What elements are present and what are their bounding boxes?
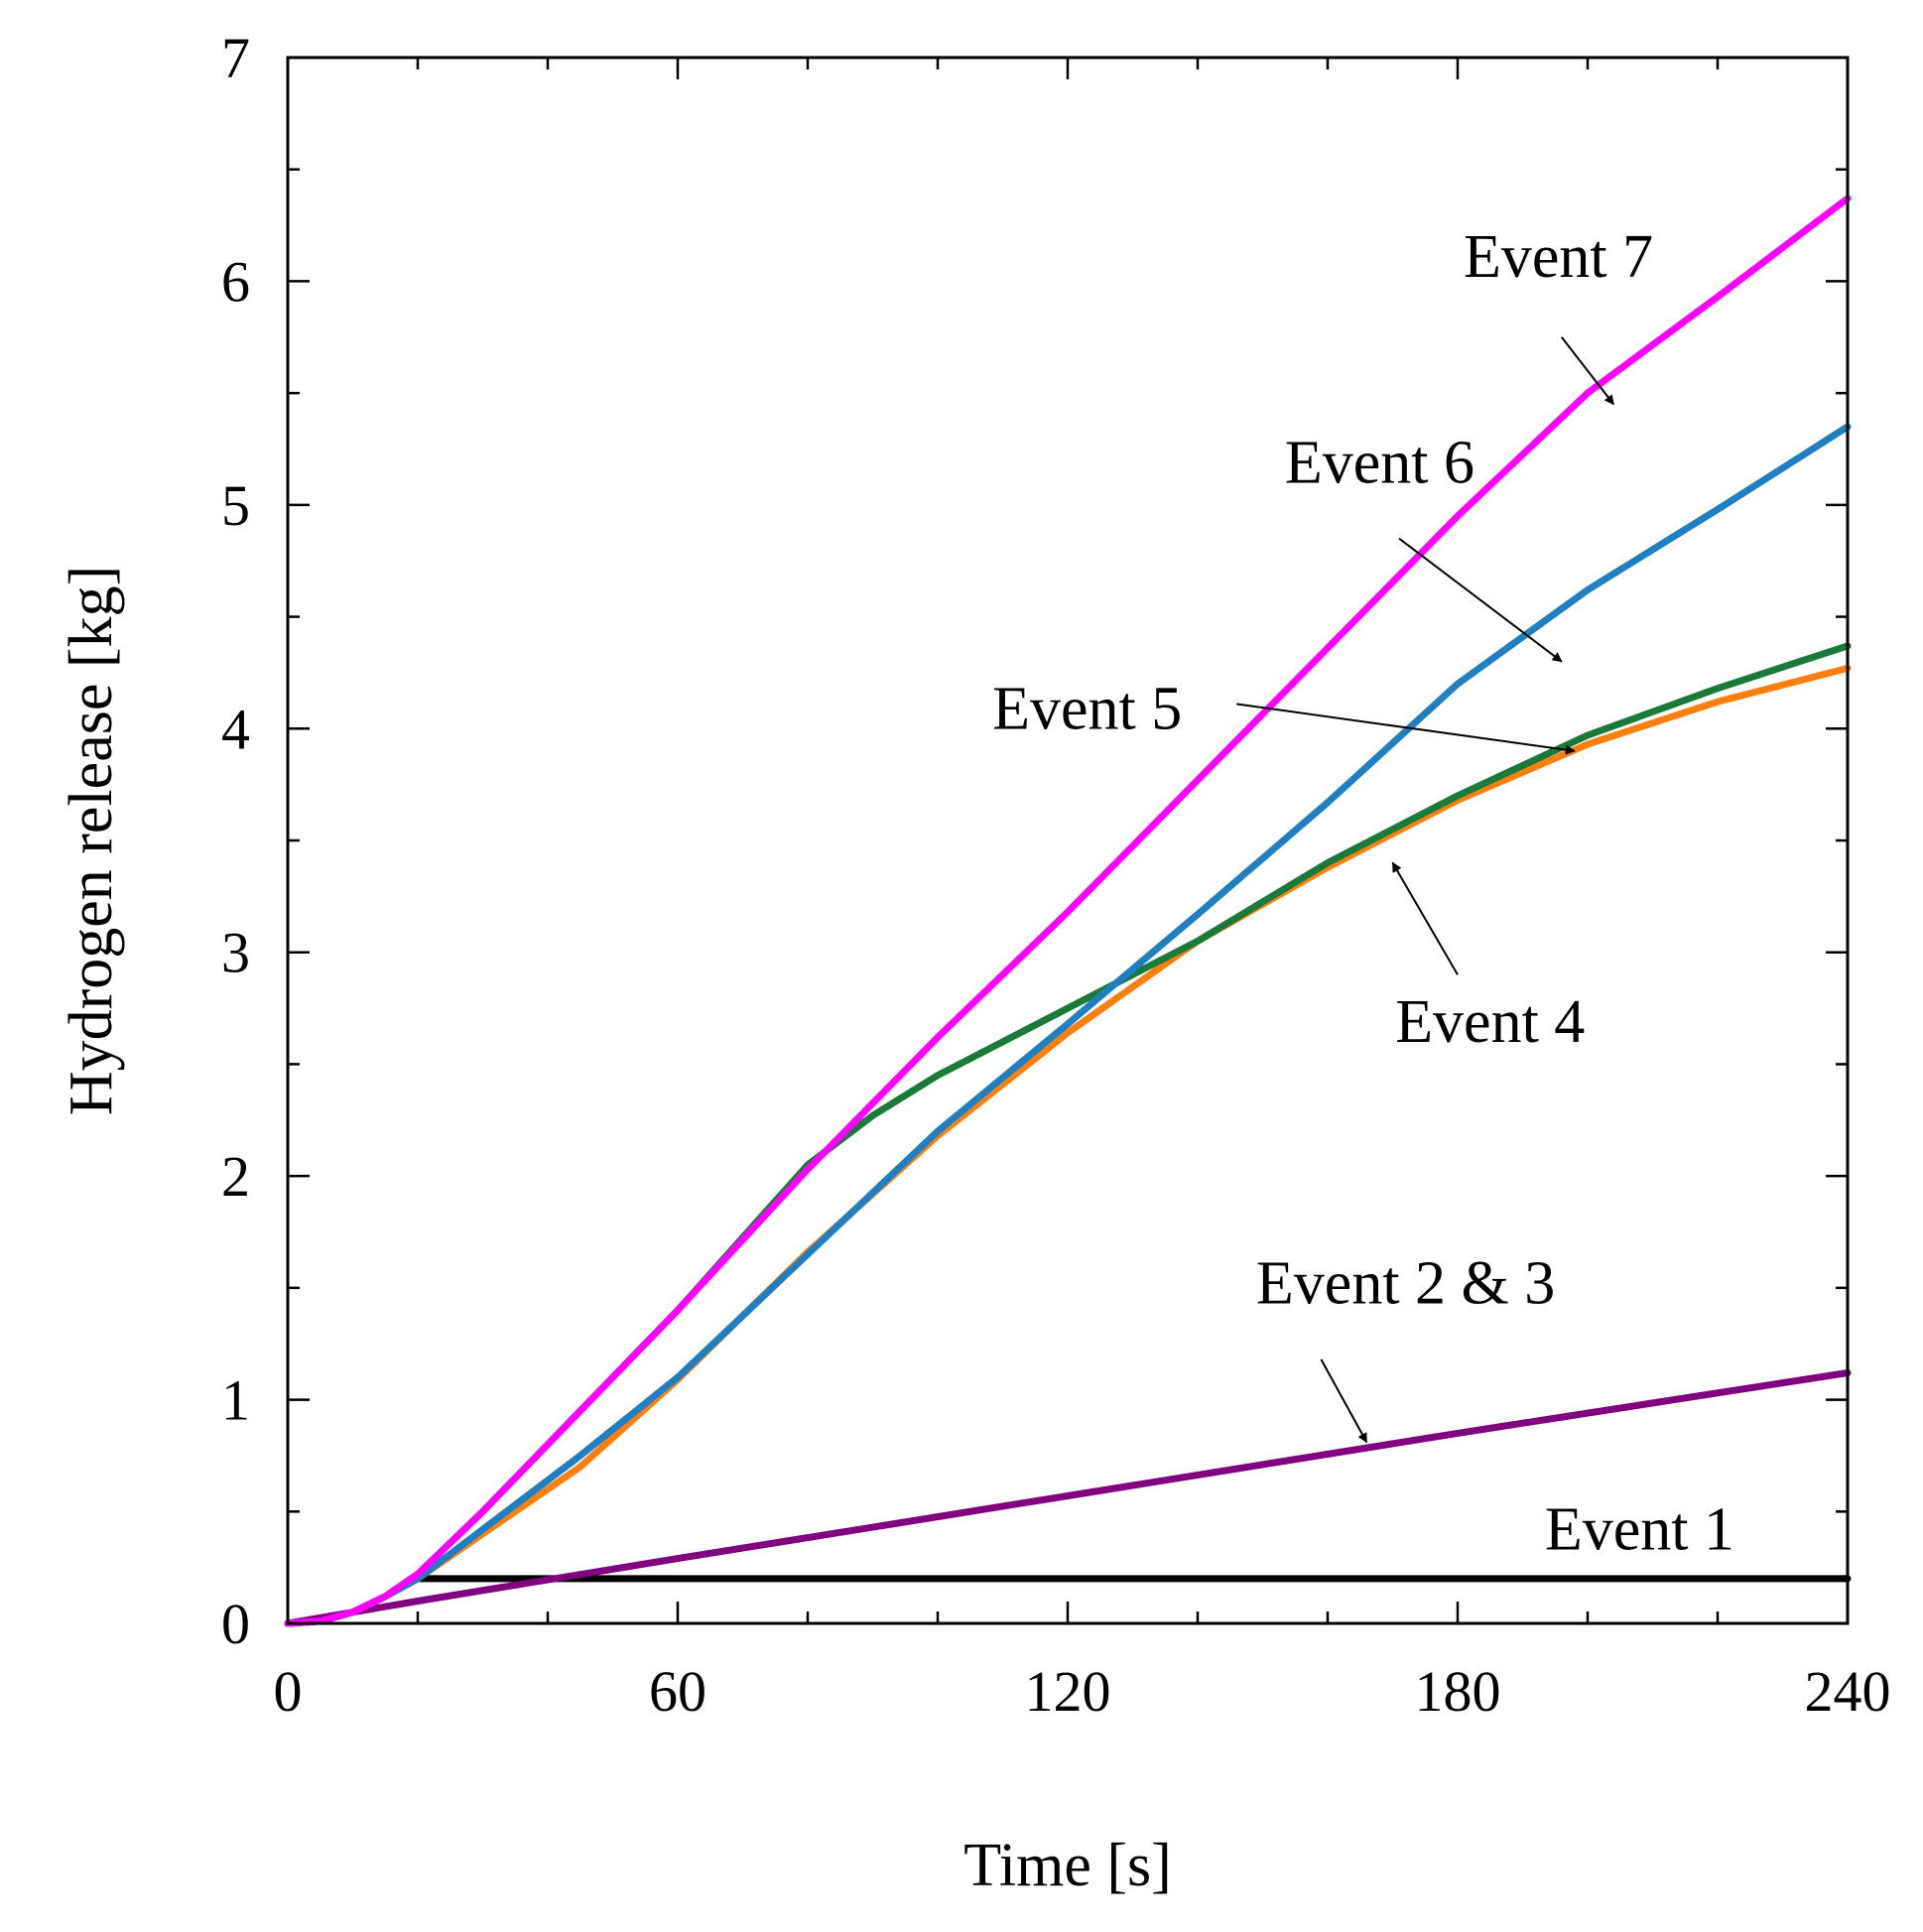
y-tick-label: 4 <box>221 697 250 761</box>
labels-layer: 0 60 120 180 240 0 1 2 3 4 5 6 7 <box>221 26 1891 1724</box>
x-tick-label: 180 <box>1415 1659 1501 1724</box>
series-line-event-7 <box>284 194 1852 1627</box>
series-line-event-4 <box>284 664 1852 1627</box>
x-tick-label: 60 <box>649 1659 706 1724</box>
annotation-event-1: Event 1 <box>1545 1496 1734 1564</box>
series-layer <box>284 194 1852 1627</box>
y-tick-label: 7 <box>221 26 250 90</box>
y-tick-label: 1 <box>221 1368 250 1433</box>
y-tick-label: 3 <box>221 921 250 985</box>
ticks-layer <box>286 56 1850 1625</box>
annotation-event-6-arrow <box>1398 537 1563 663</box>
y-tick-label: 5 <box>221 473 250 538</box>
annotation-event-2-3-arrow <box>1320 1358 1368 1444</box>
x-tick-label: 120 <box>1025 1659 1111 1724</box>
annotations-layer: Event 7 Event 6 Event 5 Event 4 Event 2 & 3 E… <box>992 223 1734 1564</box>
annotation-event-4: Event 4 <box>1395 988 1585 1056</box>
series-line-event-6 <box>284 423 1852 1627</box>
annotation-event-2-3: Event 2 & 3 <box>1256 1250 1555 1318</box>
y-tick-label: 0 <box>221 1592 250 1656</box>
annotation-event-5-arrow <box>1236 703 1576 755</box>
y-tick-label: 6 <box>221 249 250 314</box>
plot-frame <box>286 56 1850 1625</box>
annotation-event-7: Event 7 <box>1464 223 1653 291</box>
x-tick-label: 240 <box>1805 1659 1891 1724</box>
annotation-event-4-arrow <box>1391 861 1459 975</box>
y-axis-title: Hydrogen release [kg] <box>58 566 125 1115</box>
series-line-event-5 <box>284 642 1852 1627</box>
annotation-event-6: Event 6 <box>1285 429 1474 496</box>
y-tick-label: 2 <box>221 1144 250 1209</box>
annotation-event-5: Event 5 <box>992 675 1182 742</box>
x-axis-title: Time [s] <box>963 1832 1172 1899</box>
x-tick-label: 0 <box>274 1659 303 1724</box>
series-line-event-2-3 <box>284 1369 1852 1627</box>
annotation-event-7-arrow <box>1561 336 1614 406</box>
